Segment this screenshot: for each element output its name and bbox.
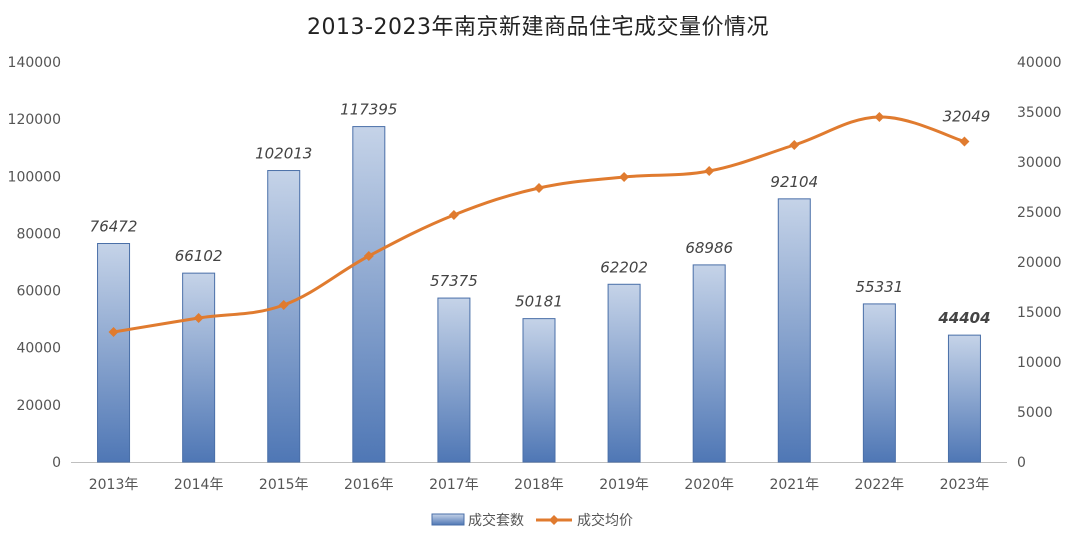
y-left-tick-label: 60000 bbox=[16, 284, 61, 300]
x-tick-label: 2020年 bbox=[684, 477, 734, 493]
y-left-tick-label: 20000 bbox=[16, 398, 61, 414]
bar-data-label: 57375 bbox=[430, 272, 478, 290]
price-point bbox=[874, 112, 885, 122]
price-point bbox=[108, 327, 119, 337]
bar-data-label: 68986 bbox=[685, 239, 733, 257]
price-point bbox=[534, 183, 544, 193]
y-right-tick-label: 35000 bbox=[1017, 105, 1062, 121]
bar-data-label: 102013 bbox=[255, 145, 312, 163]
x-tick-label: 2022年 bbox=[855, 477, 905, 493]
bar bbox=[437, 297, 471, 463]
bar bbox=[522, 318, 556, 463]
x-tick-label: 2016年 bbox=[344, 477, 394, 493]
y-left-tick-label: 40000 bbox=[16, 341, 61, 357]
bar bbox=[267, 170, 301, 463]
bar-data-label: 50181 bbox=[515, 293, 563, 311]
x-tick-label: 2019年 bbox=[599, 477, 649, 493]
price-point bbox=[789, 140, 800, 150]
price-point bbox=[193, 313, 204, 323]
bar bbox=[97, 243, 131, 463]
bar-data-label: 55331 bbox=[856, 278, 904, 296]
legend-bar-label: 成交套数 bbox=[468, 512, 524, 529]
y-right-tick-label: 5000 bbox=[1017, 405, 1053, 421]
legend-line-label: 成交均价 bbox=[577, 512, 633, 529]
y-right-tick-label: 20000 bbox=[1017, 255, 1062, 271]
bar bbox=[607, 283, 641, 463]
bar-data-label: 62202 bbox=[600, 258, 648, 276]
bar-data-label: 92104 bbox=[770, 173, 818, 191]
bar bbox=[862, 303, 896, 463]
y-left-tick-label: 120000 bbox=[8, 112, 61, 128]
price-point bbox=[363, 251, 374, 261]
bar bbox=[692, 264, 726, 463]
y-right-tick-label: 40000 bbox=[1017, 55, 1062, 71]
x-tick-label: 2013年 bbox=[89, 477, 139, 493]
y-right-tick-label: 10000 bbox=[1017, 355, 1062, 371]
price-point bbox=[278, 300, 289, 310]
bar bbox=[947, 334, 981, 463]
y-left-tick-label: 0 bbox=[52, 455, 61, 471]
x-tick-label: 2018年 bbox=[514, 477, 564, 493]
x-tick-label: 2017年 bbox=[429, 477, 479, 493]
y-right-tick-label: 25000 bbox=[1017, 205, 1062, 221]
y-left-tick-label: 140000 bbox=[8, 55, 61, 71]
price-point bbox=[619, 172, 630, 182]
bar-data-label: 44404 bbox=[937, 309, 990, 327]
x-tick-label: 2014年 bbox=[174, 477, 224, 493]
y-left-tick-label: 100000 bbox=[8, 169, 61, 185]
chart-title: 2013-2023年南京新建商品住宅成交量价情况 bbox=[307, 15, 769, 40]
bar-data-label: 117395 bbox=[340, 101, 397, 119]
y-right-tick-label: 30000 bbox=[1017, 155, 1062, 171]
price-point bbox=[959, 136, 970, 147]
bar-data-label: 66102 bbox=[175, 247, 223, 265]
x-tick-label: 2023年 bbox=[940, 477, 990, 493]
line-data-label: 32049 bbox=[943, 108, 991, 126]
y-left-tick-label: 80000 bbox=[16, 226, 61, 242]
legend-line-marker bbox=[549, 515, 559, 525]
bar bbox=[352, 126, 386, 463]
price-point bbox=[704, 166, 715, 176]
y-right-tick-label: 15000 bbox=[1017, 305, 1062, 321]
legend: 成交套数 成交均价 bbox=[431, 512, 633, 529]
bar bbox=[777, 198, 811, 463]
y-right-tick-label: 0 bbox=[1017, 455, 1026, 471]
bar-data-label: 76472 bbox=[90, 218, 138, 236]
price-point bbox=[448, 210, 459, 220]
legend-bar-swatch bbox=[431, 513, 465, 526]
bar bbox=[182, 272, 216, 463]
x-tick-label: 2015年 bbox=[259, 477, 309, 493]
x-tick-label: 2021年 bbox=[769, 477, 819, 493]
